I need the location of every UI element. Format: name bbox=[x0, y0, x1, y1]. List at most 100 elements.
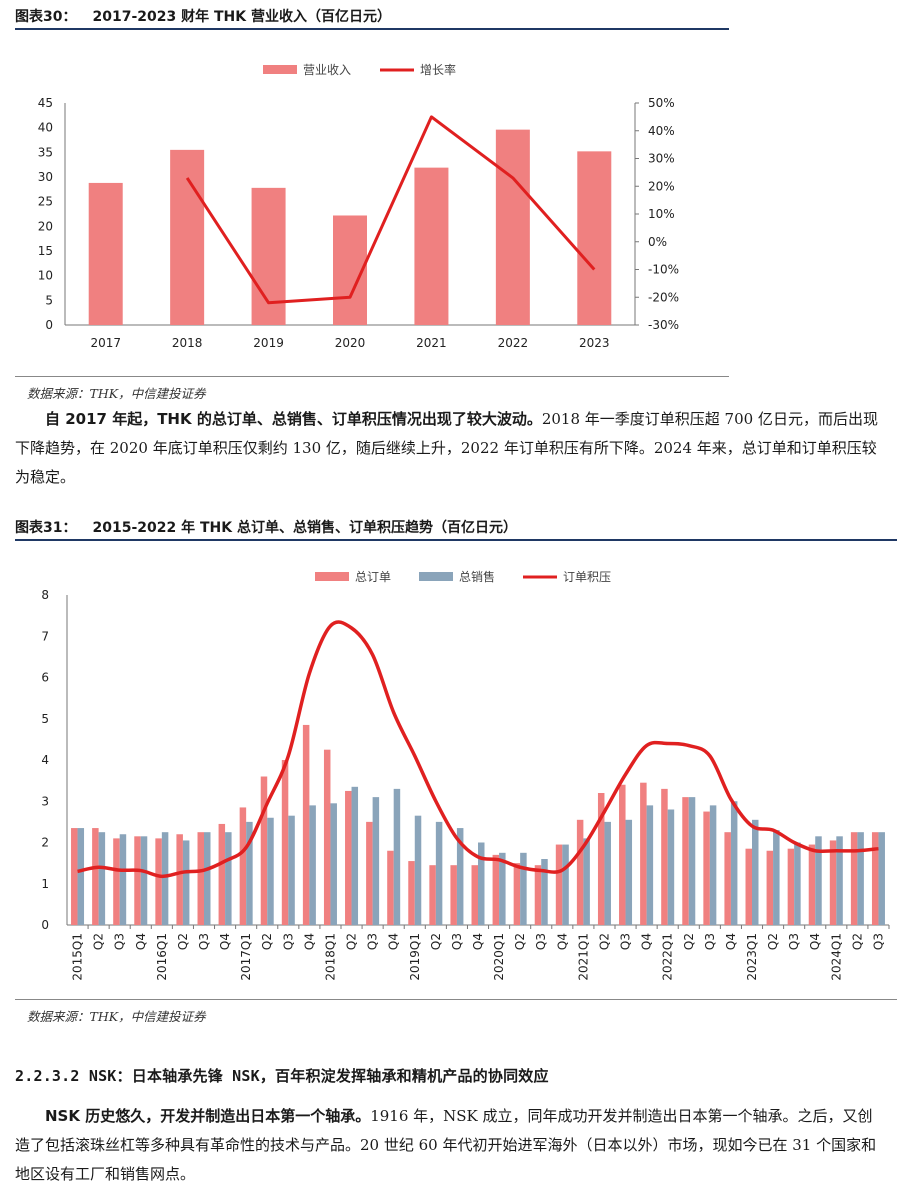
x-tick-label: 2021Q1 bbox=[576, 933, 590, 981]
y-right-tick-label: -30% bbox=[648, 318, 679, 332]
y-right-tick-label: 40% bbox=[648, 124, 675, 138]
total-sales-bar bbox=[98, 832, 106, 925]
x-tick-label: Q3 bbox=[450, 933, 464, 950]
total-orders-bar bbox=[260, 776, 268, 925]
y-left-tick-label: 10 bbox=[38, 269, 53, 283]
total-orders-bar bbox=[808, 844, 816, 925]
x-tick-label: Q4 bbox=[387, 933, 401, 950]
total-orders-bar bbox=[176, 834, 183, 925]
x-tick-label: Q2 bbox=[850, 933, 864, 950]
y-tick-label: 5 bbox=[41, 712, 49, 726]
total-sales-bar bbox=[709, 805, 717, 925]
revenue-bar bbox=[251, 187, 286, 325]
y-right-tick-label: 30% bbox=[648, 152, 675, 166]
x-tick-label: Q2 bbox=[682, 933, 696, 950]
x-tick-label: Q3 bbox=[619, 933, 633, 950]
total-orders-bar bbox=[197, 832, 204, 925]
total-sales-bar bbox=[604, 821, 611, 925]
growth-rate-line bbox=[185, 115, 596, 305]
x-tick-label: 2020Q1 bbox=[492, 933, 506, 981]
paragraph-1: 自 2017 年起，THK 的总订单、总销售、订单积压情况出现了较大波动。201… bbox=[15, 405, 887, 492]
total-sales-bar bbox=[857, 832, 864, 925]
total-sales-bar bbox=[794, 842, 801, 925]
figure-30-bottom-rule bbox=[15, 376, 729, 377]
legend-swatch-orders bbox=[315, 572, 349, 581]
total-orders-bar bbox=[387, 850, 394, 925]
total-sales-bar bbox=[688, 797, 696, 925]
legend-label-revenue: 营业收入 bbox=[303, 63, 351, 77]
y-tick-label: 1 bbox=[41, 877, 49, 891]
x-tick-label: Q4 bbox=[218, 933, 232, 950]
total-sales-bar bbox=[730, 801, 738, 925]
x-tick-label: Q3 bbox=[281, 933, 295, 950]
total-orders-bar bbox=[450, 865, 457, 925]
y-tick-label: 7 bbox=[41, 629, 49, 643]
total-sales-bar bbox=[225, 832, 232, 925]
revenue-bar bbox=[170, 149, 205, 325]
x-tick-label: 2016Q1 bbox=[155, 933, 169, 981]
total-sales-bar bbox=[414, 815, 422, 925]
paragraph-2-text: 1916 年，NSK 成立，同年成功开发并制造出日本第一个轴承。之后，又创造了包… bbox=[15, 1107, 877, 1183]
paragraph-1-text: 2018 年一季度订单积压超 700 亿日元，而后出现下降趋势，在 2020 年… bbox=[15, 410, 878, 486]
legend-label-orders: 总订单 bbox=[355, 570, 391, 584]
total-sales-bar bbox=[161, 832, 169, 925]
revenue-bar bbox=[577, 151, 612, 325]
x-tick-label: Q3 bbox=[534, 933, 548, 950]
total-orders-bar bbox=[92, 828, 99, 925]
x-tick-label: 2019 bbox=[253, 336, 284, 350]
x-tick-label: 2018Q1 bbox=[323, 933, 337, 981]
total-sales-bar bbox=[140, 836, 148, 925]
x-tick-label: Q2 bbox=[345, 933, 359, 950]
total-orders-bar bbox=[408, 861, 415, 925]
figure-31-heading: 图表31： 2015-2022 年 THK 总订单、总销售、订单积压趋势（百亿日元… bbox=[15, 517, 897, 541]
legend-label-growth: 增长率 bbox=[420, 62, 456, 77]
total-orders-bar bbox=[597, 793, 605, 925]
figure-30-source: 数据来源：THK，中信建投证券 bbox=[27, 386, 206, 401]
total-sales-bar bbox=[562, 844, 569, 925]
legend-swatch-sales bbox=[419, 572, 453, 581]
total-orders-bar bbox=[71, 828, 78, 925]
total-orders-bar bbox=[682, 797, 689, 925]
total-sales-bar bbox=[625, 819, 633, 925]
y-left-tick-label: 20 bbox=[38, 219, 53, 233]
total-orders-bar bbox=[471, 865, 478, 925]
x-tick-label: 2024Q1 bbox=[829, 933, 843, 981]
total-orders-bar bbox=[745, 848, 752, 925]
total-orders-bar bbox=[871, 832, 879, 925]
total-sales-bar bbox=[351, 786, 359, 925]
total-sales-bar bbox=[541, 859, 548, 925]
figure-30-title: 2017-2023 财年 THK 营业收入（百亿日元） bbox=[92, 9, 391, 25]
total-orders-bar bbox=[323, 749, 331, 925]
total-orders-bar bbox=[302, 724, 310, 925]
y-left-tick-label: 25 bbox=[38, 195, 53, 209]
section-heading: 2.2.3.2 NSK：日本轴承先锋 NSK，百年积淀发挥轴承和精机产品的协同效… bbox=[15, 1067, 549, 1085]
y-right-tick-label: 50% bbox=[648, 96, 675, 110]
total-sales-bar bbox=[773, 830, 780, 925]
y-left-tick-label: 5 bbox=[45, 293, 53, 307]
x-tick-label: 2022Q1 bbox=[661, 933, 675, 981]
total-sales-bar bbox=[646, 805, 654, 925]
total-sales-bar bbox=[309, 805, 316, 925]
total-sales-bar bbox=[583, 838, 590, 925]
y-left-tick-label: 35 bbox=[38, 145, 53, 159]
total-orders-bar bbox=[345, 790, 352, 925]
total-orders-bar bbox=[218, 823, 226, 925]
total-orders-bar bbox=[640, 782, 647, 925]
x-tick-label: Q2 bbox=[513, 933, 527, 950]
total-sales-bar bbox=[752, 819, 759, 925]
total-orders-bar bbox=[281, 760, 289, 925]
total-orders-bar bbox=[766, 850, 774, 925]
revenue-bar bbox=[495, 129, 530, 325]
x-tick-label: Q4 bbox=[808, 933, 822, 950]
x-tick-label: Q2 bbox=[597, 933, 611, 950]
x-tick-label: Q3 bbox=[113, 933, 127, 950]
y-tick-label: 8 bbox=[41, 588, 49, 602]
total-sales-bar bbox=[520, 852, 527, 925]
paragraph-2-lead: NSK 历史悠久，开发并制造出日本第一个轴承。 bbox=[45, 1107, 371, 1125]
legend-label-sales: 总销售 bbox=[459, 569, 495, 584]
x-tick-label: 2019Q1 bbox=[408, 933, 422, 981]
figure-30-heading: 图表30： 2017-2023 财年 THK 营业收入（百亿日元） bbox=[15, 6, 729, 30]
total-sales-bar bbox=[435, 821, 443, 925]
y-right-tick-label: -20% bbox=[648, 290, 679, 304]
total-orders-bar bbox=[429, 865, 436, 925]
